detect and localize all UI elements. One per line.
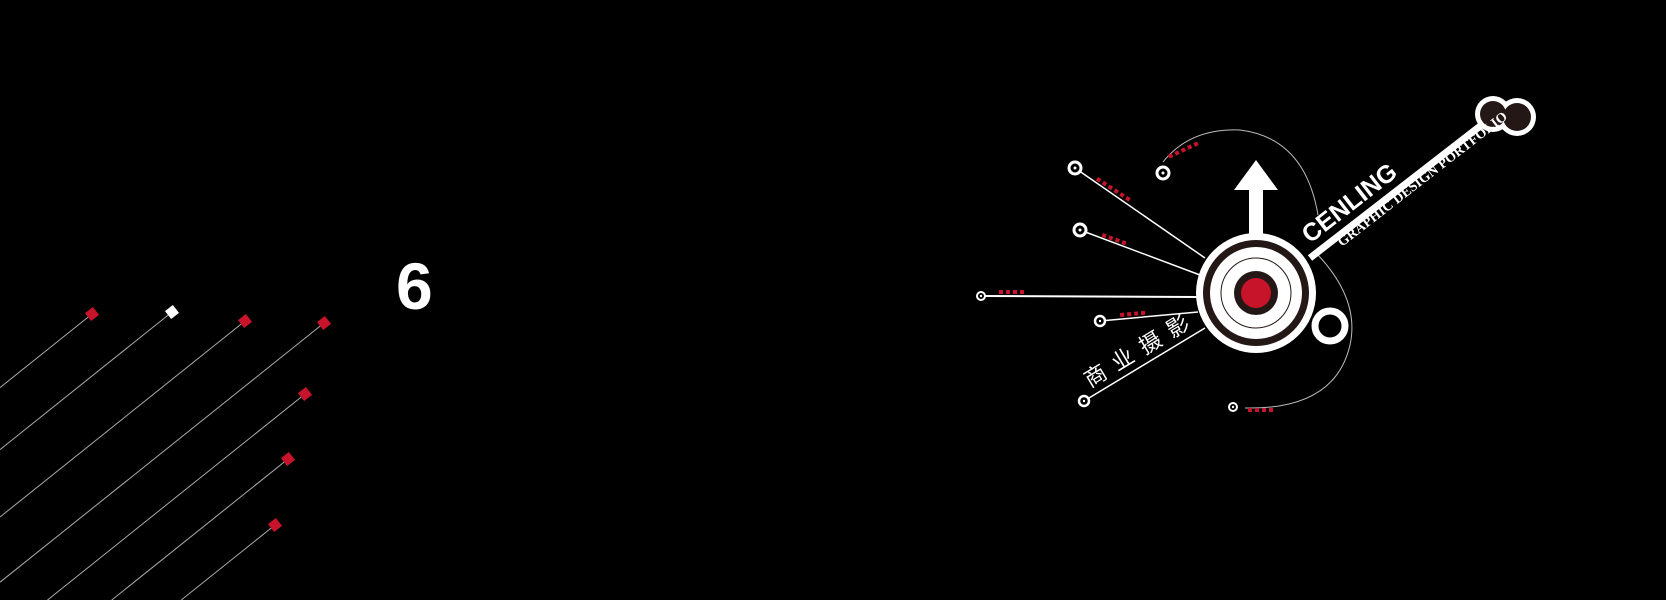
- red-labels: [999, 141, 1273, 412]
- square-marker: [316, 315, 332, 331]
- diagonal-line: [0, 313, 93, 388]
- ring-icon: [1311, 307, 1349, 345]
- right-arc: [1244, 254, 1353, 409]
- square-marker: [267, 517, 283, 533]
- square-marker: [280, 451, 296, 467]
- square-marker: [237, 313, 253, 329]
- arrow-up-icon: [1234, 160, 1278, 240]
- page-number: 6: [396, 249, 433, 323]
- diagonal-line: [111, 458, 289, 600]
- diagonal-line: [47, 393, 306, 600]
- double-circle-icon: [1475, 96, 1536, 136]
- square-marker: [164, 304, 180, 320]
- square-marker: [297, 386, 313, 402]
- top-arc: [1162, 129, 1319, 216]
- target-icon: [1196, 233, 1316, 353]
- diagonal-line: [0, 320, 246, 518]
- diagonal-line: [0, 322, 325, 583]
- logo-emblem: CENLING GRAPHIC DESIGN PORTFOLIO 商业摄影: [976, 96, 1536, 412]
- square-marker: [84, 306, 100, 322]
- diagonal-line: [0, 311, 173, 450]
- left-diagonal-lines: [0, 304, 332, 600]
- diagonal-line: [180, 524, 276, 600]
